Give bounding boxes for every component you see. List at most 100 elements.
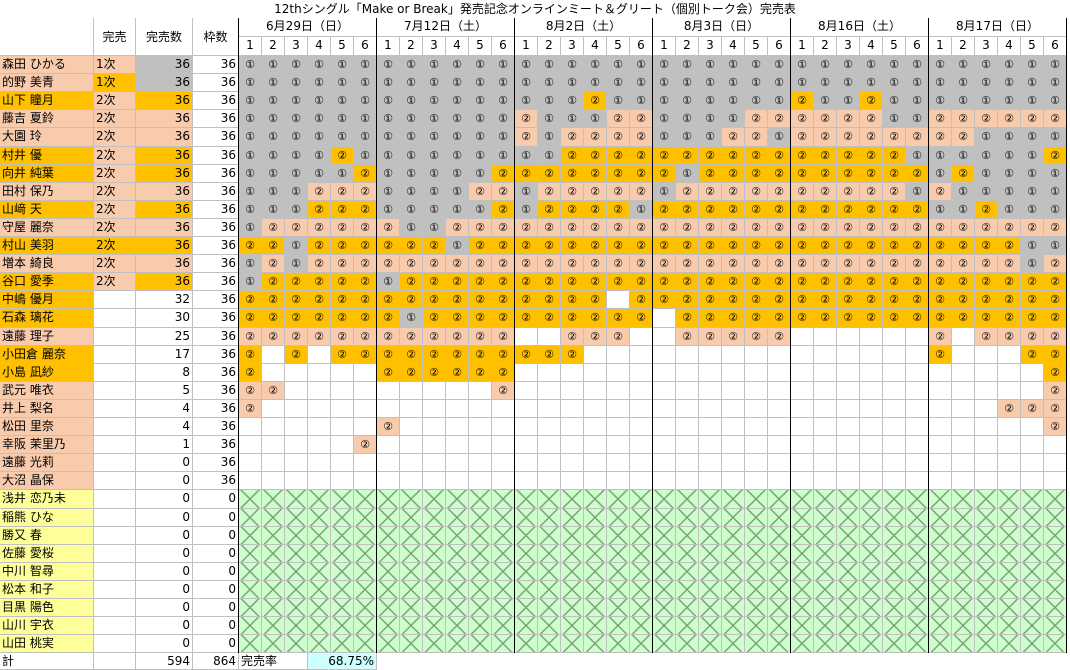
slot-cell[interactable]: ① <box>308 147 331 165</box>
slot-cell[interactable] <box>676 490 699 509</box>
slot-cell[interactable] <box>814 400 837 418</box>
slot-cell[interactable] <box>538 418 561 436</box>
slot-cell[interactable]: ② <box>676 237 699 255</box>
slot-cell[interactable]: ② <box>952 219 975 237</box>
slot-cell[interactable]: ① <box>1044 74 1067 92</box>
slot-cell[interactable]: ① <box>308 74 331 92</box>
slot-cell[interactable]: ② <box>630 110 653 128</box>
slot-number-header[interactable]: 3 <box>423 37 446 56</box>
slot-cell[interactable] <box>975 635 998 653</box>
slot-cell[interactable] <box>860 617 883 635</box>
slot-cell[interactable] <box>561 509 584 527</box>
slot-cell[interactable] <box>469 436 492 454</box>
slot-cell[interactable] <box>814 545 837 563</box>
slot-cell[interactable]: ② <box>653 255 676 273</box>
member-waku-count[interactable]: 36 <box>193 110 239 128</box>
slot-cell[interactable] <box>791 454 814 472</box>
slot-cell[interactable]: ② <box>538 237 561 255</box>
member-name[interactable]: 大園 玲 <box>0 128 94 147</box>
slot-cell[interactable] <box>699 545 722 563</box>
slot-cell[interactable] <box>722 545 745 563</box>
slot-cell[interactable]: ② <box>377 328 400 346</box>
slot-cell[interactable]: ② <box>400 328 423 346</box>
slot-cell[interactable] <box>860 382 883 400</box>
slot-cell[interactable]: ② <box>561 128 584 147</box>
slot-cell[interactable] <box>975 617 998 635</box>
member-name[interactable]: 小田倉 麗奈 <box>0 346 94 364</box>
slot-cell[interactable]: ② <box>262 309 285 328</box>
slot-cell[interactable]: ① <box>239 56 262 74</box>
slot-cell[interactable] <box>814 364 837 382</box>
slot-cell[interactable]: ① <box>768 92 791 110</box>
slot-cell[interactable]: ② <box>722 237 745 255</box>
slot-cell[interactable] <box>538 617 561 635</box>
slot-cell[interactable] <box>676 599 699 617</box>
slot-cell[interactable] <box>745 346 768 364</box>
slot-cell[interactable] <box>699 527 722 545</box>
member-waku-count[interactable]: 0 <box>193 599 239 617</box>
slot-cell[interactable] <box>469 581 492 599</box>
slot-cell[interactable]: ② <box>676 309 699 328</box>
slot-cell[interactable] <box>906 509 929 527</box>
slot-cell[interactable] <box>975 436 998 454</box>
slot-cell[interactable]: ① <box>814 74 837 92</box>
slot-cell[interactable]: ② <box>860 165 883 183</box>
slot-cell[interactable]: ② <box>400 237 423 255</box>
slot-cell[interactable] <box>791 472 814 490</box>
slot-cell[interactable] <box>768 527 791 545</box>
slot-cell[interactable] <box>1044 617 1067 635</box>
slot-cell[interactable] <box>883 599 906 617</box>
slot-cell[interactable]: ② <box>676 328 699 346</box>
slot-cell[interactable]: ② <box>768 219 791 237</box>
slot-cell[interactable]: ② <box>584 291 607 309</box>
slot-cell[interactable] <box>630 490 653 509</box>
slot-cell[interactable] <box>653 382 676 400</box>
member-name[interactable]: 勝又 春 <box>0 527 94 545</box>
slot-cell[interactable]: ② <box>998 255 1021 273</box>
slot-cell[interactable]: ② <box>538 255 561 273</box>
slot-cell[interactable] <box>906 545 929 563</box>
slot-cell[interactable]: ② <box>1021 400 1044 418</box>
slot-cell[interactable]: ② <box>745 328 768 346</box>
member-sold-count[interactable]: 0 <box>136 472 193 490</box>
slot-cell[interactable] <box>400 382 423 400</box>
slot-cell[interactable] <box>975 454 998 472</box>
member-round[interactable] <box>94 346 136 364</box>
slot-cell[interactable] <box>906 635 929 653</box>
member-round[interactable] <box>94 545 136 563</box>
slot-cell[interactable] <box>561 617 584 635</box>
slot-cell[interactable]: ① <box>998 147 1021 165</box>
member-sold-count[interactable]: 36 <box>136 56 193 74</box>
slot-cell[interactable]: ② <box>584 328 607 346</box>
slot-cell[interactable] <box>722 617 745 635</box>
slot-cell[interactable] <box>377 545 400 563</box>
member-waku-count[interactable]: 36 <box>193 56 239 74</box>
slot-cell[interactable]: ① <box>676 92 699 110</box>
slot-cell[interactable] <box>469 472 492 490</box>
slot-cell[interactable] <box>239 599 262 617</box>
slot-cell[interactable]: ① <box>239 165 262 183</box>
slot-cell[interactable] <box>584 400 607 418</box>
slot-cell[interactable] <box>791 527 814 545</box>
slot-cell[interactable] <box>929 527 952 545</box>
slot-cell[interactable] <box>423 599 446 617</box>
slot-cell[interactable]: ① <box>262 165 285 183</box>
slot-cell[interactable]: ① <box>239 74 262 92</box>
slot-cell[interactable] <box>469 382 492 400</box>
slot-cell[interactable]: ① <box>1044 183 1067 201</box>
slot-cell[interactable] <box>607 472 630 490</box>
slot-cell[interactable] <box>676 527 699 545</box>
slot-cell[interactable]: ① <box>400 128 423 147</box>
member-sold-count[interactable]: 4 <box>136 400 193 418</box>
slot-cell[interactable]: ② <box>423 364 446 382</box>
member-round[interactable] <box>94 400 136 418</box>
slot-cell[interactable] <box>400 527 423 545</box>
slot-cell[interactable]: ② <box>331 291 354 309</box>
slot-cell[interactable]: ② <box>308 328 331 346</box>
slot-cell[interactable] <box>354 527 377 545</box>
slot-cell[interactable]: ② <box>768 147 791 165</box>
slot-cell[interactable]: ② <box>285 219 308 237</box>
footer-total-sold[interactable]: 594 <box>136 653 193 670</box>
slot-cell[interactable]: ② <box>515 255 538 273</box>
slot-number-header[interactable]: 3 <box>699 37 722 56</box>
